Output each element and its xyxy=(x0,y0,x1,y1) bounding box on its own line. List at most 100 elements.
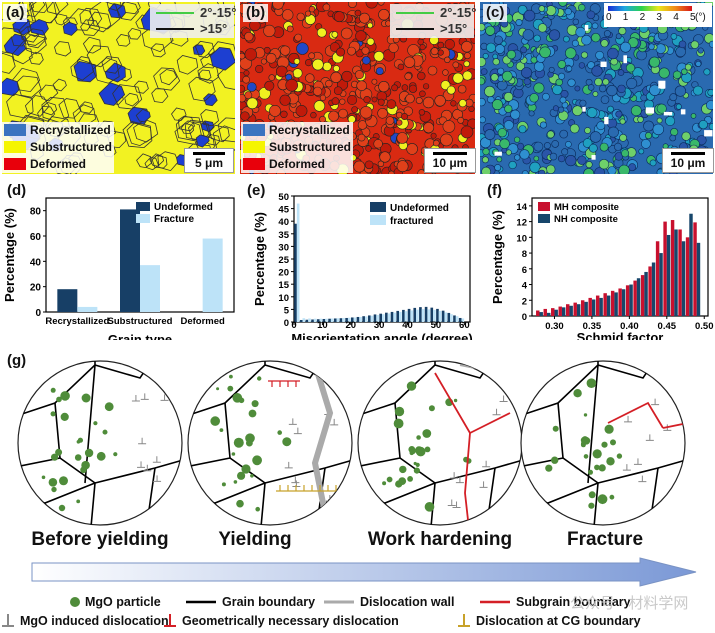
grain xyxy=(391,84,398,92)
mgo-particle xyxy=(592,449,602,459)
grain xyxy=(423,83,430,90)
bar-fractured xyxy=(387,313,391,322)
grain xyxy=(460,125,474,139)
bar-fractured xyxy=(296,203,300,322)
grain xyxy=(578,62,586,69)
bar-undeformed xyxy=(458,317,462,322)
cg-dislocation xyxy=(284,485,292,492)
grain-boundary xyxy=(264,361,331,379)
mgo-particle xyxy=(551,456,559,464)
bar-fractured xyxy=(455,316,459,322)
grain xyxy=(92,57,120,84)
grain xyxy=(581,51,589,59)
mgo-particle xyxy=(104,402,114,412)
bar-undeformed xyxy=(413,307,417,322)
grain xyxy=(404,72,412,81)
bar-fractured xyxy=(325,318,328,322)
mgo-particle xyxy=(598,464,606,472)
grain xyxy=(195,134,210,148)
x-tick-label: Recrystallized xyxy=(45,316,109,327)
grain xyxy=(569,123,580,134)
cg-dislocation xyxy=(308,485,316,492)
grain xyxy=(264,80,275,91)
grain xyxy=(615,33,622,40)
grain xyxy=(557,155,566,163)
grain xyxy=(313,100,326,112)
y-tick-label: 45 xyxy=(278,205,289,216)
grain xyxy=(280,45,291,56)
mgo-particle xyxy=(422,429,432,438)
mgo-particle xyxy=(415,446,423,455)
bar-nh xyxy=(584,301,588,316)
grain xyxy=(18,2,46,18)
bar-nh xyxy=(554,309,558,316)
mgo-particle xyxy=(251,400,259,408)
bar-nh xyxy=(606,295,611,316)
y-tick-label: 4 xyxy=(522,281,528,292)
grain xyxy=(546,164,556,174)
grain xyxy=(127,27,142,40)
grain xyxy=(558,2,568,7)
mgo-particle xyxy=(76,499,81,504)
bar-undeformed xyxy=(339,318,343,322)
bar-nh xyxy=(569,305,573,316)
x-tick-label: 20 xyxy=(345,320,356,331)
grain xyxy=(330,71,342,83)
mgo-particle xyxy=(41,475,46,480)
grain xyxy=(452,72,464,84)
grain xyxy=(549,152,558,161)
grain xyxy=(437,49,444,56)
x-axis-label: Grain type xyxy=(108,332,172,340)
grain xyxy=(58,98,82,119)
legend-mgo-particle: MgO particle xyxy=(85,595,161,609)
bar-undeformed xyxy=(419,307,422,322)
bar-mh xyxy=(663,221,667,316)
grain xyxy=(37,105,56,122)
y-tick-label: 60 xyxy=(30,232,42,243)
bar-mh xyxy=(536,310,540,316)
panel-tag-g: (g) xyxy=(7,352,27,369)
grain-boundary xyxy=(188,361,266,419)
bar-mh xyxy=(693,222,697,316)
bar-undeformed xyxy=(294,223,297,322)
bar-undeformed xyxy=(385,312,388,322)
bar-fractured xyxy=(347,317,351,322)
bar-fractured xyxy=(370,315,374,322)
grain xyxy=(243,70,250,77)
scale-bar-c: 10 μm xyxy=(662,148,714,173)
grain xyxy=(517,5,528,15)
x-tick-label: 10 xyxy=(317,320,328,331)
bar-nh xyxy=(629,284,633,316)
legend-deformed: Deformed xyxy=(30,157,87,171)
grain xyxy=(480,23,486,32)
x-tick-label: 0.35 xyxy=(583,321,602,332)
y-axis-label: Percentage (%) xyxy=(252,212,267,306)
y-tick-label: 12 xyxy=(516,218,527,229)
legend-symbols xyxy=(2,597,510,627)
grain xyxy=(354,70,364,80)
mgo-particle xyxy=(597,494,608,505)
colorbar-tick-label: 2 xyxy=(639,12,646,23)
grain xyxy=(240,84,245,93)
grain xyxy=(665,116,676,127)
grain xyxy=(16,75,42,98)
grain xyxy=(378,8,390,21)
grain xyxy=(333,86,343,95)
grain xyxy=(377,108,388,119)
bar-nh xyxy=(659,253,663,316)
bar-fractured xyxy=(438,310,442,322)
grain xyxy=(594,77,603,87)
unindexed-spot xyxy=(494,151,502,156)
panel-tag-c: (c) xyxy=(483,4,508,22)
grain xyxy=(296,42,309,55)
bar-nh xyxy=(644,271,648,316)
mgo-particle xyxy=(424,502,435,512)
grain xyxy=(533,155,540,162)
x-tick-label: 0.40 xyxy=(620,321,639,332)
mgo-particle xyxy=(616,453,623,459)
grain xyxy=(504,104,513,113)
grain-boundary xyxy=(94,361,161,379)
grain xyxy=(617,69,625,76)
stage-circle-1 xyxy=(17,360,183,526)
bar-undeformed xyxy=(305,319,309,322)
